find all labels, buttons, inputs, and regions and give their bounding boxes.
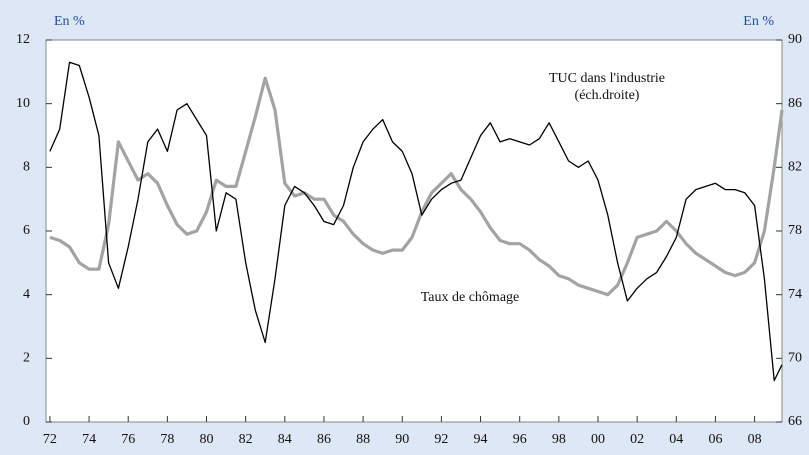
x-tick-label: 84 xyxy=(278,432,292,447)
x-tick-label: 74 xyxy=(82,432,96,447)
x-tick-label: 00 xyxy=(591,432,605,447)
x-tick-label: 76 xyxy=(121,432,135,447)
x-tick-label: 96 xyxy=(513,432,527,447)
annotation: (éch.droite) xyxy=(575,88,640,103)
x-tick-label: 88 xyxy=(356,432,370,447)
y2-tick-label: 86 xyxy=(788,96,802,111)
x-tick-label: 08 xyxy=(748,432,762,447)
y-tick-label: 10 xyxy=(16,96,30,111)
y-tick-label: 8 xyxy=(23,160,30,175)
annotation: TUC dans l'industrie xyxy=(549,71,665,86)
y-tick-label: 2 xyxy=(23,351,30,366)
x-tick-label: 86 xyxy=(317,432,331,447)
y2-tick-label: 70 xyxy=(788,351,802,366)
y2-tick-label: 66 xyxy=(788,414,802,429)
line-series xyxy=(49,76,784,297)
y-tick-label: 12 xyxy=(16,32,30,47)
y2-tick-label: 74 xyxy=(788,287,802,302)
x-tick-label: 90 xyxy=(395,432,409,447)
y-axis-label: En % xyxy=(54,14,85,29)
x-tick-label: 98 xyxy=(552,432,566,447)
y-tick-label: 0 xyxy=(23,414,30,429)
y2-tick-label: 90 xyxy=(788,32,802,47)
line-series xyxy=(49,61,783,382)
x-tick-label: 02 xyxy=(630,432,644,447)
x-tick-label: 80 xyxy=(200,432,214,447)
annotation: Taux de chômage xyxy=(421,290,520,305)
x-tick-label: 92 xyxy=(434,432,448,447)
y-tick-label: 4 xyxy=(23,287,30,302)
y-tick-label: 6 xyxy=(23,223,30,238)
y2-axis-label: En % xyxy=(743,14,774,29)
x-tick-label: 72 xyxy=(43,432,57,447)
x-tick-label: 06 xyxy=(708,432,722,447)
y2-tick-label: 82 xyxy=(788,160,802,175)
x-tick-label: 78 xyxy=(160,432,174,447)
x-tick-label: 94 xyxy=(474,432,488,447)
y2-tick-label: 78 xyxy=(788,223,802,238)
x-tick-label: 82 xyxy=(239,432,253,447)
x-tick-label: 04 xyxy=(669,432,683,447)
